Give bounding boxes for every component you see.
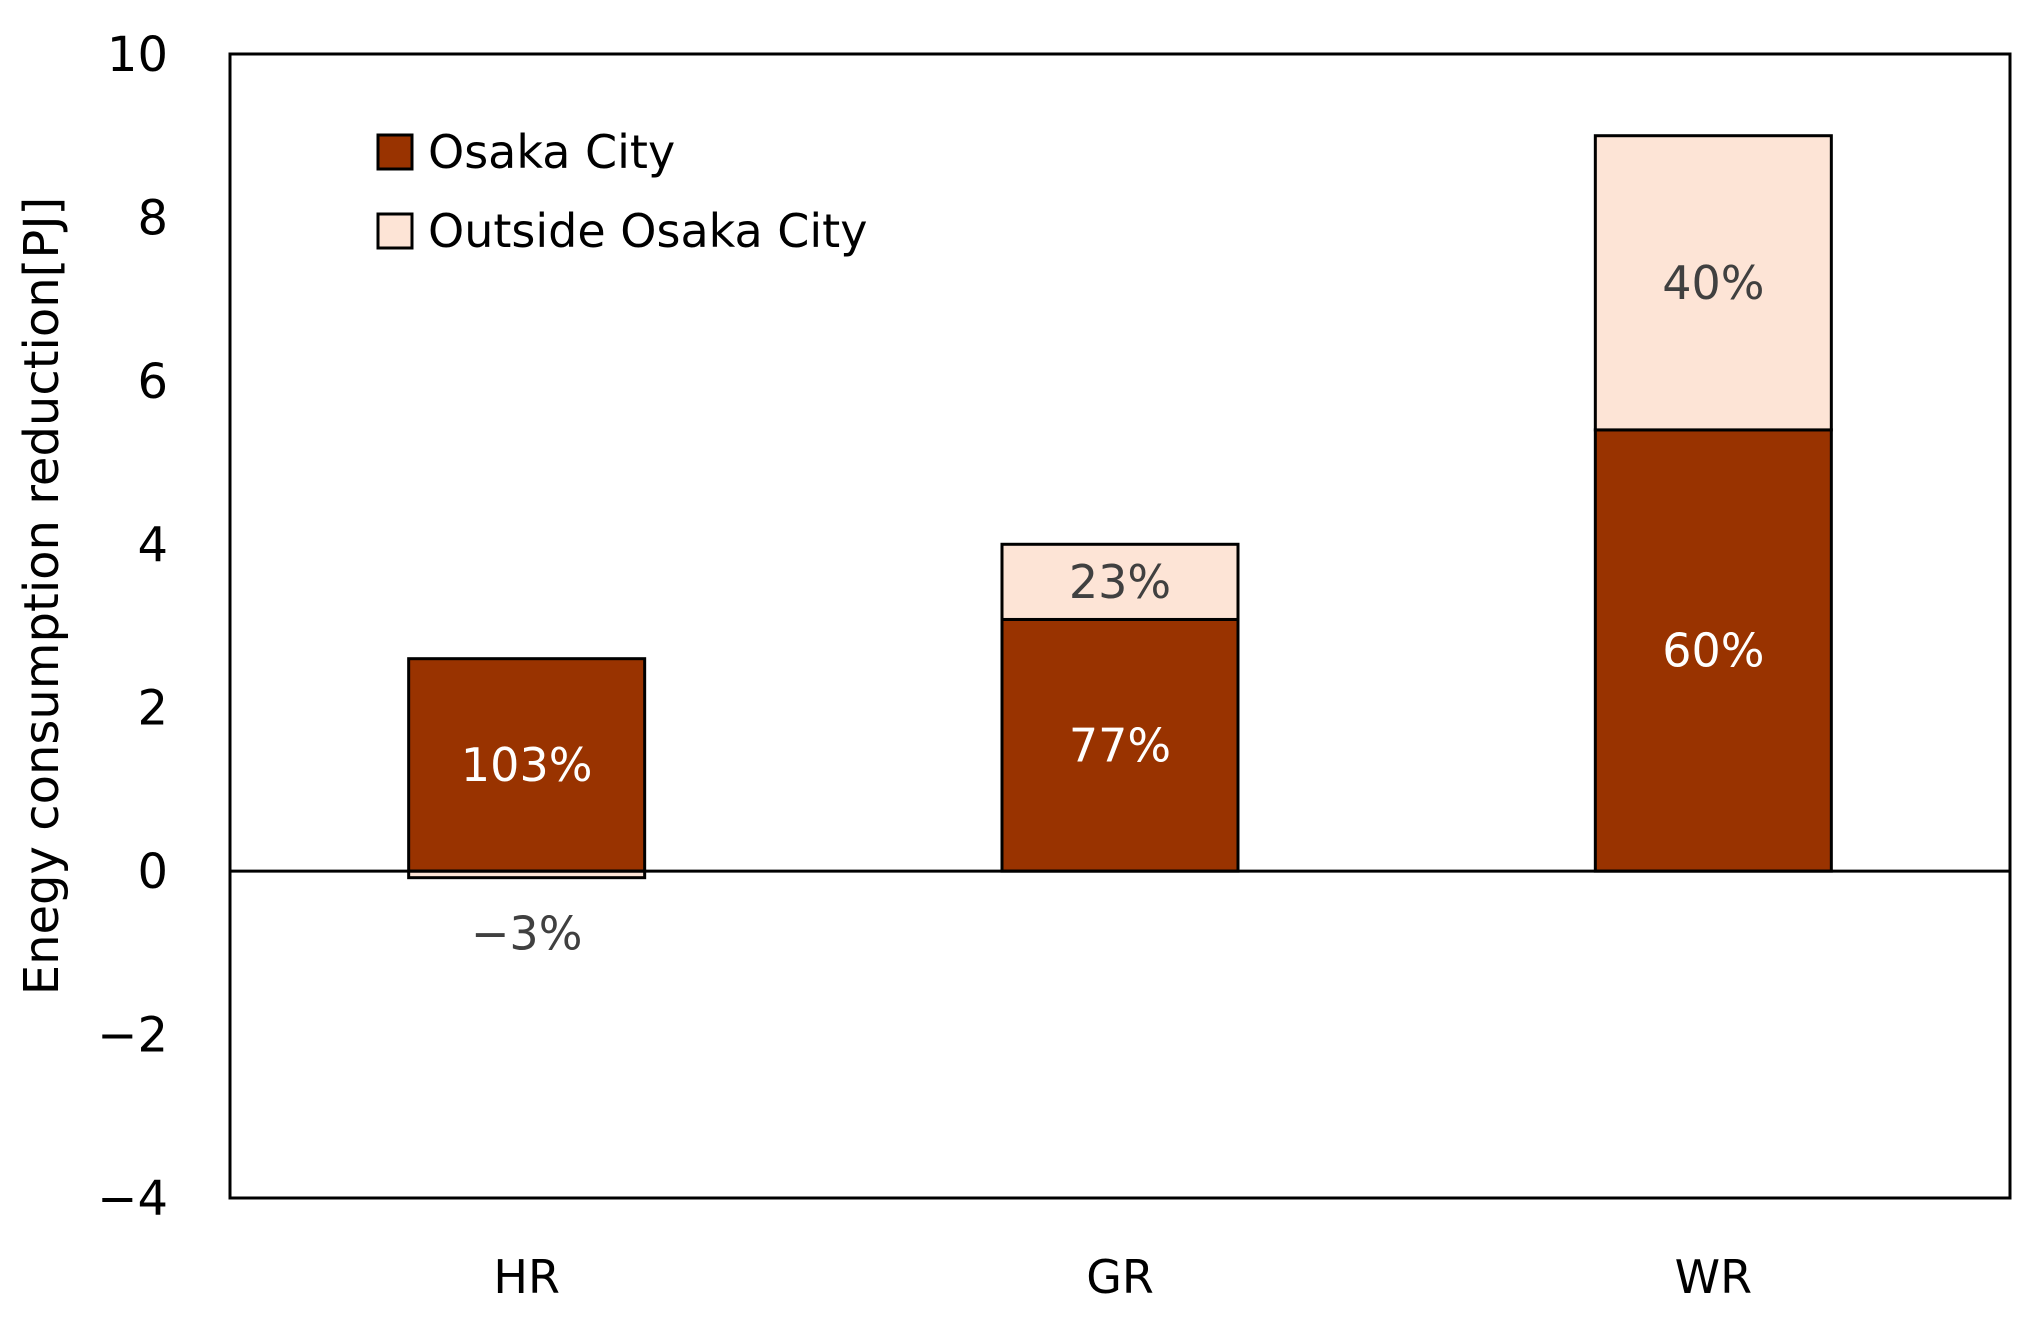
x-category-label: GR xyxy=(1086,1250,1154,1304)
legend-swatch xyxy=(376,133,414,171)
bar-segment xyxy=(1593,428,1833,873)
legend-label: Outside Osaka City xyxy=(428,204,867,258)
bar-data-label: −3% xyxy=(471,907,583,961)
bar-segment xyxy=(1000,542,1240,621)
y-tick-label: 2 xyxy=(137,681,168,737)
bar-data-label: 103% xyxy=(461,738,593,792)
plot-frame xyxy=(228,52,2012,1200)
bar-data-label: 60% xyxy=(1662,624,1764,678)
y-tick-label: 6 xyxy=(137,354,168,410)
bar-data-label: 77% xyxy=(1069,718,1171,772)
y-tick-label: 4 xyxy=(137,517,168,573)
y-tick-label: −2 xyxy=(97,1008,168,1064)
y-tick-label: 0 xyxy=(137,844,168,900)
x-category-label: WR xyxy=(1675,1250,1752,1304)
legend-label: Osaka City xyxy=(428,125,675,179)
y-tick-label: 8 xyxy=(137,190,168,246)
bar-data-label: 23% xyxy=(1069,555,1171,609)
bar-segment xyxy=(1000,617,1240,873)
legend: Osaka City Outside Osaka City xyxy=(376,125,867,258)
y-axis-ticks: 10 8 6 4 2 0 −2 −4 xyxy=(97,27,168,1227)
legend-swatch xyxy=(376,212,414,250)
bar-segment xyxy=(407,657,647,873)
y-axis-title: Enegy consumption reduction[PJ] xyxy=(14,197,70,995)
bar-segment xyxy=(1593,134,1833,432)
bar-data-label: 40% xyxy=(1662,256,1764,310)
y-tick-label: −4 xyxy=(97,1171,168,1227)
x-axis-categories: HR GR WR xyxy=(493,1250,1752,1304)
y-tick-label: 10 xyxy=(107,27,168,83)
x-category-label: HR xyxy=(493,1250,560,1304)
bars-group: 103% −3% 77% 23% 60% 40% xyxy=(407,134,1833,961)
